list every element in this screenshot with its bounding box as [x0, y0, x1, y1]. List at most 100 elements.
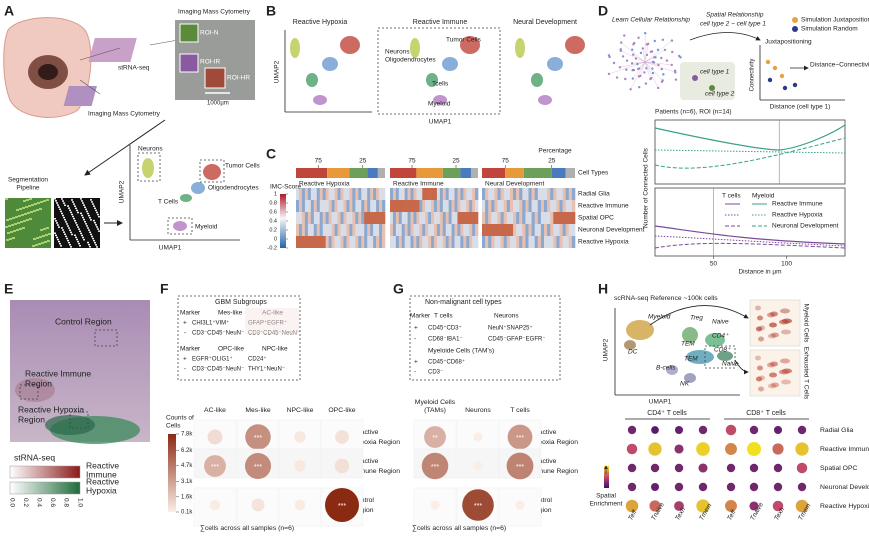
shape — [537, 188, 542, 200]
label: Neurons — [385, 49, 410, 56]
shape — [68, 227, 70, 229]
shape — [352, 200, 356, 212]
shape — [463, 224, 467, 236]
blob — [322, 57, 338, 71]
shape — [298, 180, 358, 188]
line — [644, 61, 659, 89]
shape — [328, 236, 332, 248]
label: cell type 2 ~ cell type 1 — [700, 21, 766, 28]
shape — [358, 200, 362, 212]
shape — [401, 236, 405, 248]
shape — [531, 200, 535, 212]
shape — [95, 209, 97, 212]
shape — [544, 200, 548, 212]
shape — [21, 214, 24, 216]
bubble — [294, 499, 306, 511]
shape — [416, 224, 420, 236]
dot — [625, 499, 639, 513]
label: OPC-like — [328, 407, 355, 414]
shape — [469, 188, 473, 200]
shape — [460, 188, 464, 200]
blob — [756, 326, 762, 332]
shape — [516, 236, 520, 248]
shape — [71, 213, 73, 216]
shape — [500, 224, 504, 236]
shape — [298, 200, 303, 212]
label: DC — [628, 349, 638, 356]
node — [623, 34, 626, 37]
shape — [419, 200, 423, 212]
shape — [355, 212, 359, 224]
shape — [559, 224, 563, 236]
shape — [331, 224, 335, 236]
shape — [94, 207, 96, 209]
shape — [355, 236, 359, 248]
shape — [516, 224, 520, 236]
shape — [491, 188, 495, 200]
shape — [491, 224, 495, 236]
shape — [404, 188, 408, 200]
shape — [562, 224, 566, 236]
shape — [547, 212, 551, 224]
label: Marker — [180, 346, 201, 353]
shape — [454, 188, 458, 200]
shape — [488, 200, 492, 212]
significance: *** — [431, 464, 439, 471]
point — [765, 59, 771, 65]
bubble — [251, 498, 265, 512]
shape — [559, 200, 563, 212]
label: Connectivity — [750, 59, 756, 92]
shape — [296, 188, 300, 200]
shape — [331, 236, 335, 248]
blob — [781, 329, 791, 335]
shape — [497, 188, 501, 200]
shape — [472, 224, 476, 236]
shape — [296, 168, 328, 178]
shape — [87, 227, 89, 229]
shape — [436, 188, 441, 200]
shape — [469, 200, 473, 212]
shape — [12, 237, 15, 239]
shape — [484, 180, 544, 188]
shape — [422, 224, 426, 236]
shape — [9, 465, 81, 479]
blob — [756, 376, 762, 382]
shape — [470, 168, 478, 178]
shape — [352, 224, 356, 236]
node — [660, 56, 663, 60]
blob — [780, 358, 790, 364]
label: Radial Glia — [578, 191, 610, 198]
shape — [82, 216, 84, 219]
shape — [513, 224, 517, 236]
shape — [500, 200, 504, 212]
shape — [439, 212, 444, 224]
label: UMAP2 — [603, 338, 610, 361]
shape — [398, 212, 403, 224]
shape — [550, 224, 554, 236]
shape — [322, 236, 326, 248]
label: UMAP1 — [159, 245, 182, 252]
label: 4.7k — [181, 463, 193, 469]
shape — [331, 188, 335, 200]
shape — [62, 229, 64, 231]
shape — [506, 236, 511, 248]
shape — [482, 236, 486, 248]
label: Distance~Connectivity plateau — [810, 62, 869, 69]
blob — [142, 158, 154, 178]
shape — [445, 200, 449, 212]
shape — [519, 212, 523, 224]
shape — [73, 217, 75, 220]
shape — [58, 206, 60, 208]
curve — [654, 137, 846, 169]
shape — [680, 62, 735, 100]
shape — [416, 236, 420, 248]
label: Tumor Cells — [446, 37, 482, 44]
significance: *** — [254, 435, 262, 442]
shape — [442, 212, 447, 224]
shape — [469, 236, 473, 248]
significance: *** — [516, 435, 524, 442]
shape — [431, 200, 435, 212]
shape — [91, 201, 93, 203]
node — [670, 39, 674, 42]
shape — [509, 212, 514, 224]
